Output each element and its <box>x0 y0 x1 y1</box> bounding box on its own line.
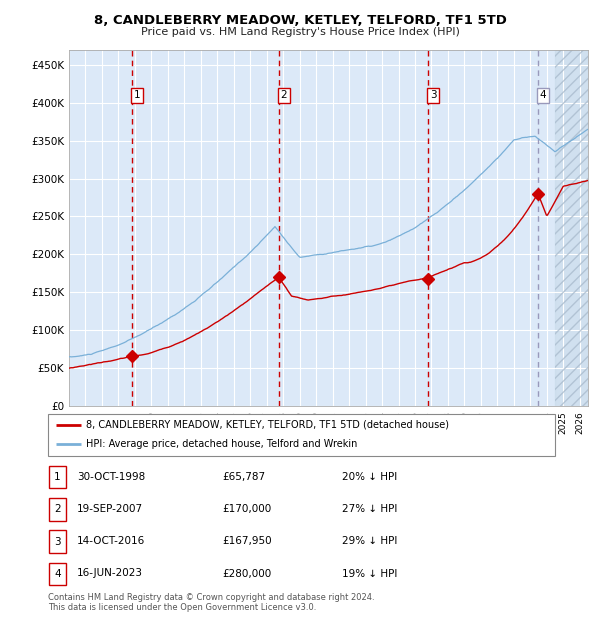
Text: 16-JUN-2023: 16-JUN-2023 <box>77 569 143 578</box>
Text: £170,000: £170,000 <box>222 504 271 514</box>
Text: 27% ↓ HPI: 27% ↓ HPI <box>342 504 397 514</box>
Text: 8, CANDLEBERRY MEADOW, KETLEY, TELFORD, TF1 5TD: 8, CANDLEBERRY MEADOW, KETLEY, TELFORD, … <box>94 14 506 27</box>
Text: HPI: Average price, detached house, Telford and Wrekin: HPI: Average price, detached house, Telf… <box>86 440 358 450</box>
Text: 1: 1 <box>134 90 141 100</box>
Text: 4: 4 <box>540 90 547 100</box>
Text: 8, CANDLEBERRY MEADOW, KETLEY, TELFORD, TF1 5TD (detached house): 8, CANDLEBERRY MEADOW, KETLEY, TELFORD, … <box>86 420 449 430</box>
Text: £65,787: £65,787 <box>222 472 265 482</box>
Text: 29% ↓ HPI: 29% ↓ HPI <box>342 536 397 546</box>
Text: Price paid vs. HM Land Registry's House Price Index (HPI): Price paid vs. HM Land Registry's House … <box>140 27 460 37</box>
Bar <box>555 50 588 406</box>
Text: £280,000: £280,000 <box>222 569 271 578</box>
Text: Contains HM Land Registry data © Crown copyright and database right 2024.
This d: Contains HM Land Registry data © Crown c… <box>48 593 374 612</box>
Text: 14-OCT-2016: 14-OCT-2016 <box>77 536 145 546</box>
Text: 3: 3 <box>54 536 61 547</box>
Text: 20% ↓ HPI: 20% ↓ HPI <box>342 472 397 482</box>
Text: 1: 1 <box>54 472 61 482</box>
Text: 3: 3 <box>430 90 437 100</box>
Text: 2: 2 <box>54 504 61 515</box>
Text: 4: 4 <box>54 569 61 579</box>
Text: 30-OCT-1998: 30-OCT-1998 <box>77 472 145 482</box>
Text: £167,950: £167,950 <box>222 536 272 546</box>
Text: 19% ↓ HPI: 19% ↓ HPI <box>342 569 397 578</box>
Text: 2: 2 <box>281 90 287 100</box>
Text: 19-SEP-2007: 19-SEP-2007 <box>77 504 143 514</box>
Bar <box>555 50 588 406</box>
